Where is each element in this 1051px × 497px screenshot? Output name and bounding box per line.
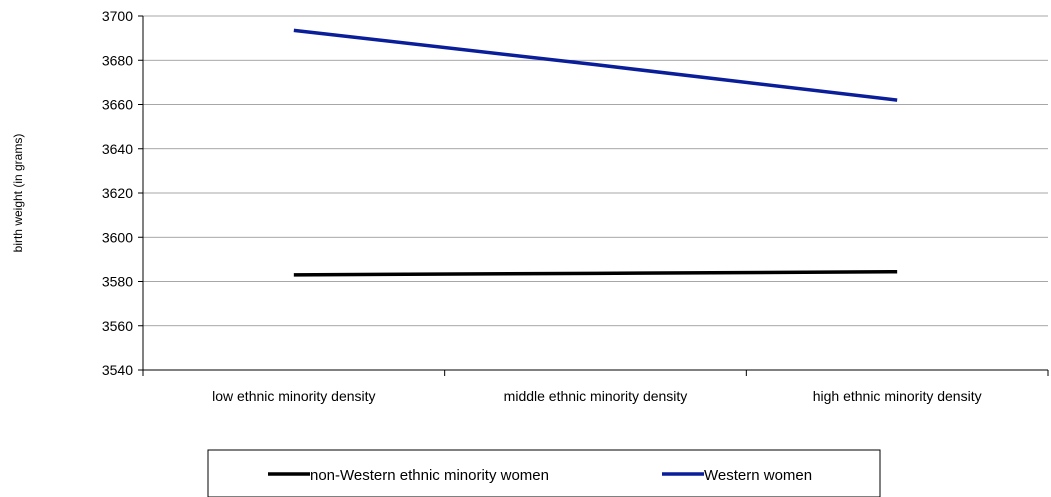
- gridlines: [143, 16, 1048, 370]
- series-lines: [294, 30, 897, 274]
- y-tick-label: 3700: [102, 8, 133, 24]
- y-tick-label: 3640: [102, 141, 133, 157]
- x-tick-label: middle ethnic minority density: [504, 388, 688, 404]
- legend-label-1: non-Western ethnic minority women: [310, 467, 549, 484]
- x-tick-label: high ethnic minority density: [813, 388, 982, 404]
- y-axis-title: birth weight (in grams): [11, 134, 25, 253]
- y-tick-label: 3540: [102, 362, 133, 378]
- series-line-1: [294, 272, 897, 275]
- y-tick-label: 3560: [102, 318, 133, 334]
- y-tick-label: 3580: [102, 274, 133, 290]
- x-tick-label: low ethnic minority density: [212, 388, 375, 404]
- y-tick-label: 3600: [102, 229, 133, 245]
- y-tick-label: 3620: [102, 185, 133, 201]
- y-tick-labels: 3540 3560 3580 3600 3620 3640 3660 3680 3700: [102, 8, 133, 378]
- y-tick-label: 3680: [102, 52, 133, 68]
- series-line-2: [294, 30, 897, 100]
- axes: [138, 16, 1048, 376]
- y-tick-label: 3660: [102, 97, 133, 113]
- x-tick-labels: low ethnic minority density middle ethnic…: [212, 388, 981, 404]
- legend: non-Western ethnic minority women Western…: [208, 450, 880, 497]
- legend-label-2: Western women: [704, 467, 812, 484]
